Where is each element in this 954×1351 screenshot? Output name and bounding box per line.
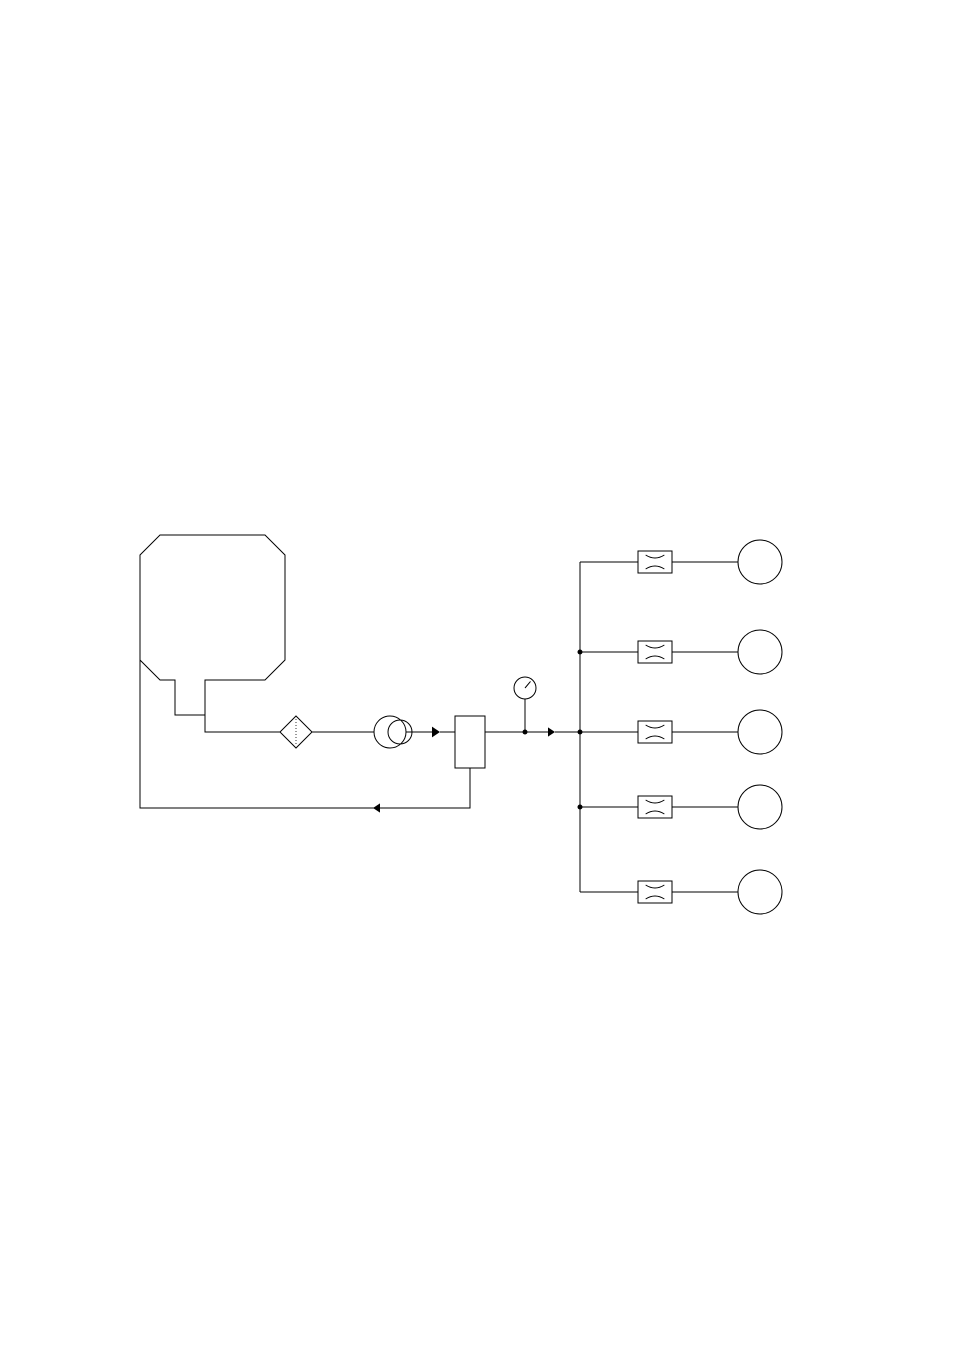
- orifice-5-arc-bot: [646, 896, 665, 899]
- arrow1: [432, 727, 440, 738]
- orifice-2-arc-top: [646, 645, 665, 648]
- orifice-4: [638, 796, 672, 818]
- outlet-2: [738, 630, 782, 674]
- orifice-2-arc-bot: [646, 656, 665, 659]
- orifice-1-arc-top: [646, 555, 665, 558]
- orifice-3-arc-bot: [646, 736, 665, 739]
- orifice-1-arc-bot: [646, 566, 665, 569]
- outlet-3: [738, 710, 782, 754]
- edge-return: [140, 660, 470, 808]
- edge-tank-to-filter: [205, 715, 280, 732]
- hydraulic-schematic: [0, 0, 954, 1351]
- junction-dot: [578, 650, 583, 655]
- return-arrow: [373, 803, 380, 812]
- orifice-1: [638, 551, 672, 573]
- tank: [140, 535, 285, 715]
- junction-dot: [578, 730, 583, 735]
- orifice-3-arc-top: [646, 725, 665, 728]
- orifice-4-arc-bot: [646, 811, 665, 814]
- orifice-2: [638, 641, 672, 663]
- orifice-5: [638, 881, 672, 903]
- outlet-4: [738, 785, 782, 829]
- valve-block: [455, 716, 485, 768]
- junction-dot: [523, 730, 528, 735]
- gauge-needle: [525, 681, 531, 688]
- orifice-3: [638, 721, 672, 743]
- arrow2: [548, 727, 555, 736]
- outlet-1: [738, 540, 782, 584]
- orifice-5-arc-top: [646, 885, 665, 888]
- pump-c1: [374, 716, 406, 748]
- outlet-5: [738, 870, 782, 914]
- orifice-4-arc-top: [646, 800, 665, 803]
- junction-dot: [578, 805, 583, 810]
